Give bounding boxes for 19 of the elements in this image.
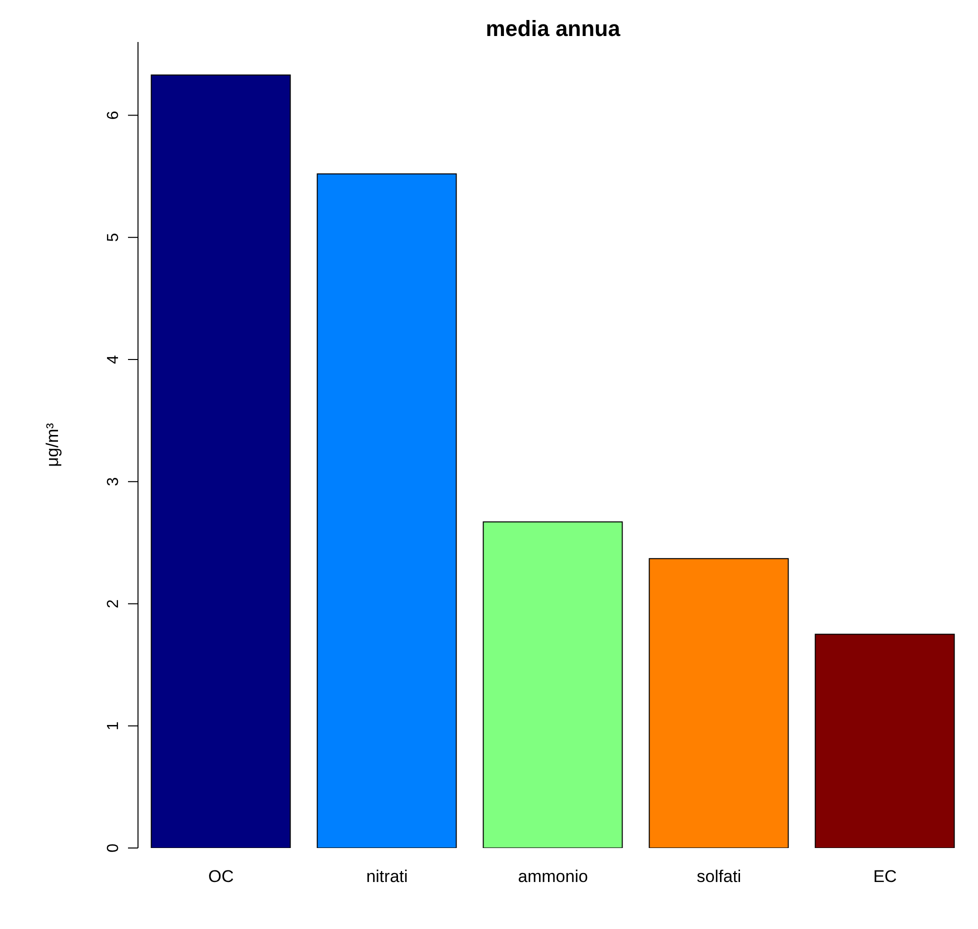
x-tick-label: OC <box>208 867 234 886</box>
bar <box>814 634 955 848</box>
x-tick-label: nitrati <box>366 867 408 886</box>
y-axis-title: μg/m³ <box>43 422 62 467</box>
y-tick-label: 5 <box>105 232 122 242</box>
y-tick-label: 6 <box>105 110 122 120</box>
x-tick-label: solfati <box>696 867 742 886</box>
bar <box>648 558 789 848</box>
y-tick-label: 0 <box>105 843 122 852</box>
y-tick-label: 3 <box>105 477 122 486</box>
chart-title: media annua <box>484 16 622 42</box>
x-tick-label: ammonio <box>518 867 588 886</box>
y-tick-label: 1 <box>105 721 122 730</box>
x-tick-label: EC <box>873 867 897 886</box>
bar <box>482 521 623 848</box>
y-tick-label: 2 <box>105 599 122 608</box>
bar <box>150 74 291 848</box>
bar <box>316 173 457 848</box>
y-tick-label: 4 <box>105 354 122 364</box>
